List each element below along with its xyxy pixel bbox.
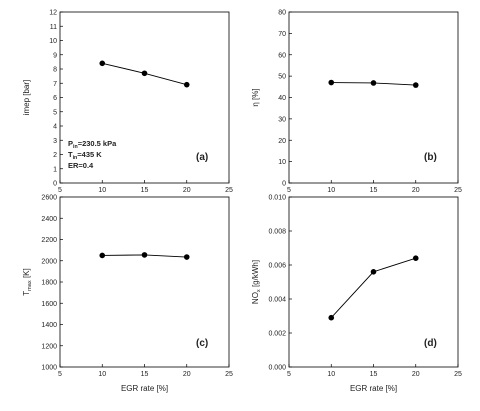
x-tick-label: 10: [327, 187, 335, 194]
y-tick-label: 2400: [41, 216, 57, 223]
x-tick-label: 5: [58, 187, 62, 194]
x-tick-label: 20: [412, 187, 420, 194]
y-tick-label: 50: [278, 74, 286, 81]
y-tick-label: 12: [49, 10, 57, 17]
x-tick-label: 15: [141, 187, 149, 194]
y-tick-label: 10: [278, 159, 286, 166]
data-point: [99, 252, 106, 259]
y-tick-label: 0: [282, 181, 286, 188]
y-tick-label: 3: [53, 138, 57, 145]
y-tick-label: 0.000: [268, 365, 286, 372]
y-tick-label: 10: [49, 38, 57, 45]
x-tick-label: 10: [98, 371, 106, 378]
chart-panel-3: 5 10 15 20 25 1000 1200 1400 1600 1800 2000 2200 240…: [22, 195, 233, 394]
y-tick-label: 30: [278, 116, 286, 123]
x-tick-label: 25: [454, 187, 462, 194]
y-tick-label: 1: [53, 166, 57, 173]
y-axis-label: NOx [g/kWh]: [251, 260, 262, 304]
x-tick-label: 5: [287, 371, 291, 378]
chart-panel-2: 5 10 15 20 25 0 10 20 30 40 50 60 70 80 η [%] (b): [251, 10, 462, 195]
x-tick-label: 15: [370, 187, 378, 194]
x-tick-label: 20: [412, 371, 420, 378]
y-tick-label: 20: [278, 138, 286, 145]
data-point: [412, 255, 419, 261]
x-tick-label: 5: [287, 187, 291, 194]
y-tick-label: 7: [53, 81, 57, 88]
y-tick-label: 1400: [41, 322, 57, 329]
x-axis-label: EGR rate [%]: [350, 384, 397, 393]
chart-panel-4: 5 10 15 20 25 0.000 0.002 0.004 0.006 0.008 0.010 N…: [251, 195, 462, 394]
annotation-line: Tin=435 K: [68, 150, 102, 161]
y-tick-label: 1600: [41, 301, 57, 308]
y-tick-label: 0.006: [268, 263, 286, 270]
y-tick-label: 8: [53, 67, 57, 74]
y-tick-label: 60: [278, 52, 286, 59]
y-tick-label: 1000: [41, 365, 57, 372]
x-tick-label: 15: [141, 371, 149, 378]
panel-label: (c): [196, 338, 208, 349]
y-tick-label: 2600: [41, 195, 57, 202]
y-tick-label: 4: [53, 124, 57, 131]
y-tick-label: 2: [53, 152, 57, 159]
panel-label: (b): [424, 152, 437, 163]
y-tick-label: 1800: [41, 280, 57, 287]
y-tick-label: 0.002: [268, 331, 286, 338]
y-tick-label: 80: [278, 10, 286, 17]
y-tick-label: 2000: [41, 258, 57, 265]
data-point: [141, 252, 148, 258]
x-tick-label: 20: [183, 371, 191, 378]
x-tick-label: 25: [454, 371, 462, 378]
panel-label: (d): [424, 338, 437, 349]
y-tick-label: 40: [278, 95, 286, 102]
annotation-line: Pin=230.5 kPa: [68, 139, 117, 150]
y-axis-label: η [%]: [251, 88, 260, 106]
y-tick-label: 6: [53, 95, 57, 102]
y-tick-label: 70: [278, 31, 286, 38]
y-tick-label: 0: [53, 181, 57, 188]
y-tick-label: 2200: [41, 237, 57, 244]
series-line: [330, 257, 416, 319]
y-tick-label: 0.004: [268, 297, 286, 304]
y-tick-label: 9: [53, 52, 57, 59]
data-point: [183, 254, 190, 260]
y-tick-label: 5: [53, 109, 57, 116]
x-tick-label: 20: [183, 187, 191, 194]
data-point: [328, 79, 335, 86]
panel-label: (a): [196, 152, 208, 163]
data-point: [99, 60, 106, 67]
x-tick-label: 15: [370, 371, 378, 378]
x-tick-label: 5: [58, 371, 62, 378]
y-axis-label: Tmax [K]: [22, 268, 33, 295]
annotation-line: ER=0.4: [68, 161, 94, 170]
x-tick-label: 10: [98, 187, 106, 194]
data-point: [412, 82, 419, 88]
data-point: [141, 70, 148, 77]
y-tick-label: 0.010: [268, 195, 286, 202]
data-point: [328, 314, 335, 321]
data-point: [370, 80, 377, 86]
x-tick-label: 25: [225, 187, 233, 194]
y-tick-label: 1200: [41, 343, 57, 350]
x-tick-label: 25: [225, 371, 233, 378]
y-axis-label: imep [bar]: [22, 80, 31, 116]
x-tick-label: 10: [327, 371, 335, 378]
data-point: [183, 81, 190, 88]
x-axis-label: EGR rate [%]: [121, 384, 168, 393]
data-point: [370, 269, 377, 275]
y-tick-label: 0.008: [268, 229, 286, 236]
y-tick-label: 11: [50, 24, 57, 31]
